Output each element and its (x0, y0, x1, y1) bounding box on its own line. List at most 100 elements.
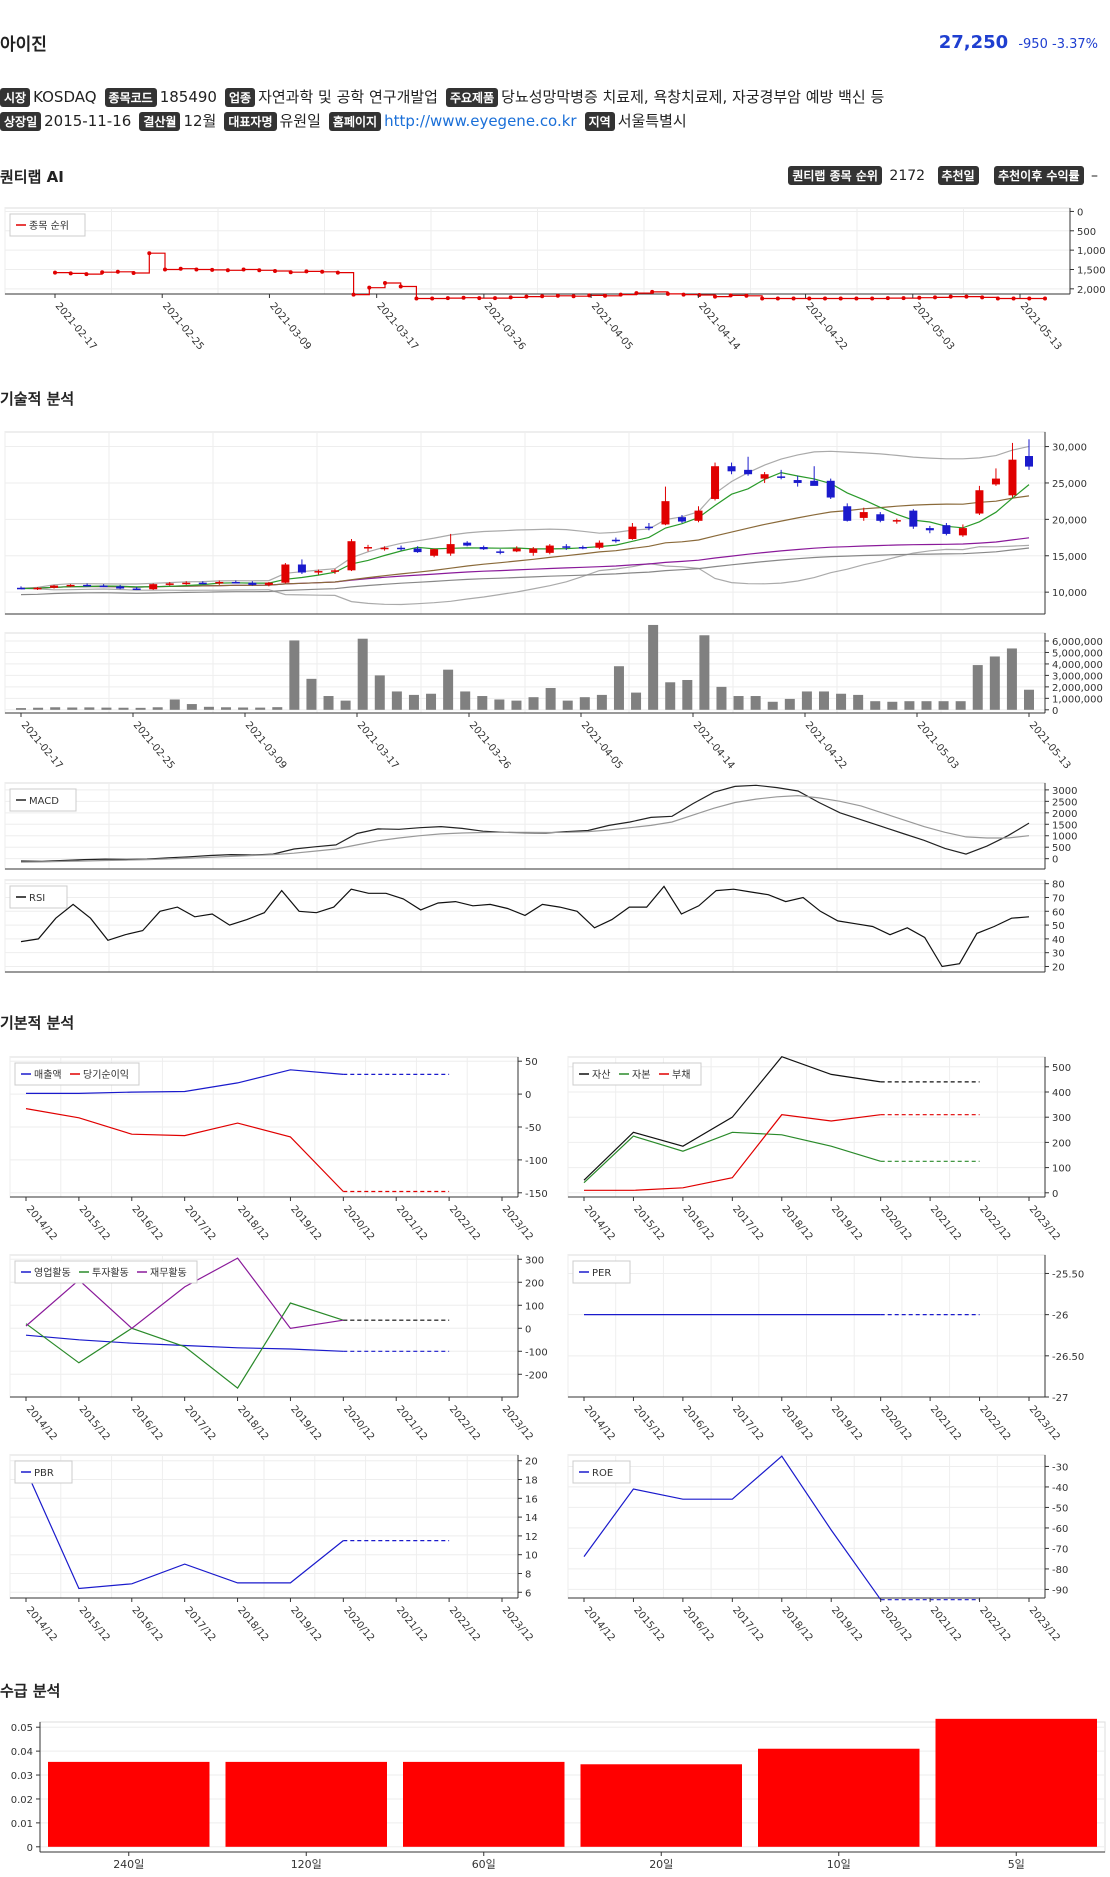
volume-bar (152, 707, 163, 710)
candle-body (760, 474, 769, 479)
volume-bar (494, 699, 505, 710)
x-tick-label: 2014/12 (582, 1404, 617, 1443)
rank-point (995, 296, 1000, 301)
section-supply-title: 수급 분석 (0, 1682, 61, 1700)
legend-label: 자본 (632, 1069, 650, 1081)
x-tick-label: 2017/12 (182, 1204, 217, 1243)
x-tick-label: 2021-04-14 (696, 301, 742, 353)
rank-point (917, 295, 922, 300)
rank-point (304, 269, 309, 274)
x-tick-label: 2015/12 (631, 1605, 666, 1644)
candle-body (50, 585, 59, 588)
volume-bar (631, 692, 642, 710)
homepage-link[interactable]: http://www.eyegene.co.kr (384, 112, 577, 130)
candle-body (198, 582, 207, 585)
x-tick-label: 2020/12 (341, 1204, 376, 1243)
y-tick-label: -50 (525, 1123, 541, 1134)
rank-point (115, 269, 120, 274)
rank-point (1027, 296, 1032, 301)
candle-body (430, 549, 439, 556)
volume-bar (306, 678, 317, 710)
x-tick-label: 2021-04-14 (691, 720, 737, 772)
y-tick-label: 60 (1052, 907, 1065, 918)
x-tick-label: 60일 (472, 1857, 496, 1871)
y-tick-label: 0 (525, 1324, 531, 1335)
x-tick-label: 2018/12 (235, 1404, 270, 1443)
y-tick-label: 20 (1052, 962, 1065, 973)
y-tick-label: 10,000 (1052, 588, 1087, 599)
volume-bar (579, 697, 590, 710)
x-tick-label: 2015/12 (77, 1204, 112, 1243)
x-tick-label: 2014/12 (24, 1404, 59, 1443)
ma20-line (20, 495, 1030, 590)
info-row-1: 시장 KOSDAQ 종목코드 185490 업종 자연과학 및 공학 연구개발업 주요제품 당… (0, 86, 892, 107)
volume-bar (289, 640, 300, 710)
legend-label: 투자활동 (92, 1266, 129, 1279)
y-tick-label: -30 (1052, 1462, 1068, 1473)
y-tick-label: 80 (1052, 880, 1065, 891)
info-row-2: 상장일 2015-11-16 결산월 12월 대표자명 유원일 홈페이지 http://www… (0, 110, 695, 131)
info-value: 서울특별시 (617, 112, 687, 130)
rank-point (147, 251, 152, 256)
y-tick-label: 0 (1077, 207, 1083, 218)
legend-label: 부채 (672, 1069, 690, 1081)
x-tick-label: 2015/12 (77, 1404, 112, 1443)
rank-point (461, 295, 466, 300)
candle-body (876, 514, 885, 521)
x-tick-label: 2021-05-13 (1018, 301, 1064, 353)
y-tick-label: -40 (1052, 1483, 1068, 1494)
rank-point (1011, 296, 1016, 301)
legend-label: MACD (29, 796, 59, 807)
rank-point (540, 294, 545, 299)
volume-bar (33, 707, 44, 710)
x-tick-label: 2016/12 (681, 1605, 716, 1644)
y-tick-label: 0 (525, 1090, 531, 1101)
info-label: 종목코드 (104, 88, 157, 107)
info-label: 시장 (0, 88, 31, 107)
rank-point (493, 296, 497, 301)
x-tick-label: 2021/12 (928, 1204, 963, 1243)
y-tick-label: 50 (525, 1057, 538, 1068)
legend-box (572, 1460, 631, 1484)
rank-point (383, 281, 387, 286)
candle-body (859, 512, 868, 518)
x-tick-label: 2022/12 (977, 1204, 1012, 1243)
x-tick-label: 2023/12 (500, 1605, 535, 1644)
fund-series-line (25, 1108, 344, 1192)
rank-point (854, 296, 859, 301)
x-tick-label: 2021-03-26 (467, 720, 513, 772)
y-tick-label: -27 (1052, 1393, 1068, 1404)
x-tick-label: 2021-05-03 (915, 720, 961, 772)
candle-body (578, 547, 587, 549)
x-tick-label: 2019/12 (288, 1204, 323, 1243)
candle-body (149, 584, 158, 590)
bollinger-lower (20, 544, 1030, 606)
info-value: 2015-11-16 (44, 112, 132, 130)
y-tick-label: 25,000 (1052, 479, 1087, 490)
rank-point (728, 293, 733, 298)
y-tick-label: 8 (525, 1569, 531, 1580)
x-tick-label: 2023/12 (500, 1204, 535, 1243)
price-change: -950 (1018, 37, 1048, 52)
candle-body (281, 564, 290, 583)
candle-body (165, 583, 174, 585)
rank-point (367, 285, 372, 290)
rank-point (807, 296, 812, 301)
rank-point (964, 294, 969, 299)
rank-point (650, 289, 655, 294)
y-tick-label: 0.01 (11, 1819, 33, 1830)
rank-point (335, 270, 340, 275)
candle-body (463, 542, 472, 546)
legend-box (572, 1062, 702, 1086)
rank-label: 퀀티랩 종목 순위 (788, 166, 882, 185)
volume-bar (870, 701, 881, 710)
y-tick-label: 0 (1052, 706, 1058, 717)
y-tick-label: 1000 (1052, 832, 1077, 843)
x-tick-label: 2021-04-22 (803, 720, 849, 772)
info-value: 12월 (183, 112, 217, 130)
x-tick-label: 2019/12 (829, 1204, 864, 1243)
rank-point (618, 292, 623, 297)
rank-area: 퀀티랩 종목 순위 2172 추천일 추천이후 수익률 – (788, 166, 1098, 185)
legend-label: 영업활동 (34, 1266, 71, 1279)
